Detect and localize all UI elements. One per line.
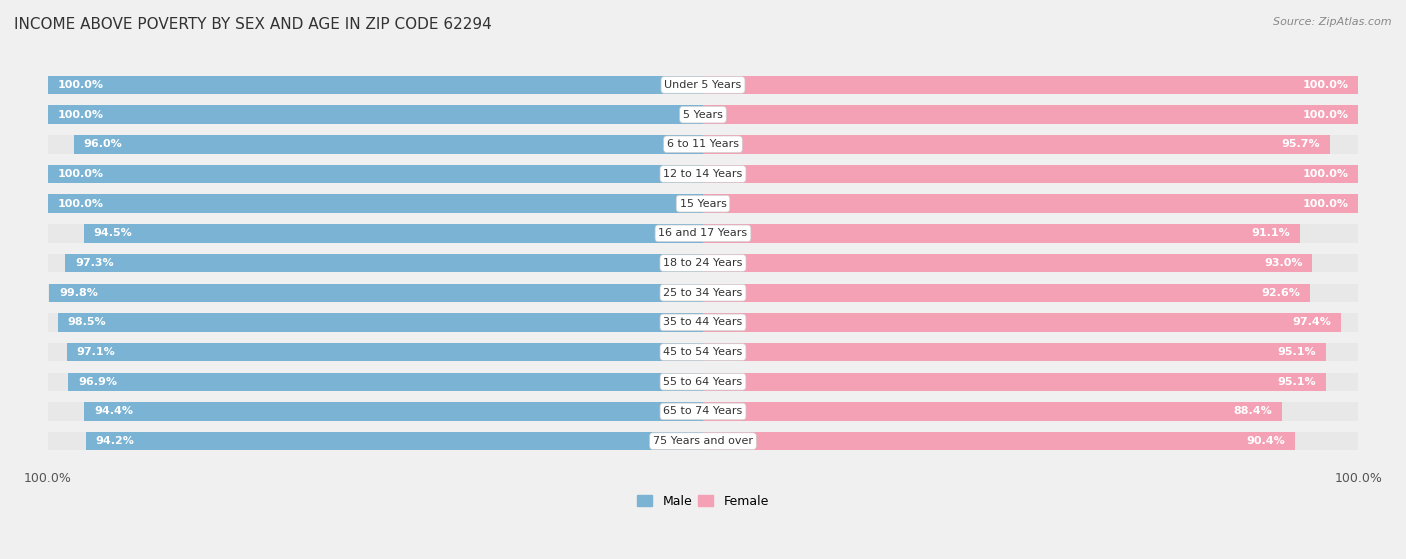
Bar (48, 402, 1358, 420)
Text: 92.6%: 92.6% (1261, 288, 1301, 298)
Bar (703, 432, 1295, 451)
Text: 97.3%: 97.3% (76, 258, 114, 268)
Text: 98.5%: 98.5% (67, 318, 105, 328)
Text: 6 to 11 Years: 6 to 11 Years (666, 139, 740, 149)
Bar (703, 402, 1282, 420)
Text: 100.0%: 100.0% (58, 198, 104, 209)
Text: 94.2%: 94.2% (96, 436, 135, 446)
Text: 100.0%: 100.0% (58, 110, 104, 120)
Text: 100.0%: 100.0% (1302, 110, 1348, 120)
Text: 90.4%: 90.4% (1247, 436, 1285, 446)
Text: 75 Years and over: 75 Years and over (652, 436, 754, 446)
Text: 5 Years: 5 Years (683, 110, 723, 120)
Text: INCOME ABOVE POVERTY BY SEX AND AGE IN ZIP CODE 62294: INCOME ABOVE POVERTY BY SEX AND AGE IN Z… (14, 17, 492, 32)
Bar (703, 343, 1326, 361)
Bar (66, 343, 703, 361)
Bar (48, 195, 703, 213)
Bar (66, 254, 703, 272)
Bar (84, 402, 703, 420)
Text: 96.0%: 96.0% (84, 139, 122, 149)
Bar (49, 283, 703, 302)
Bar (48, 283, 1358, 302)
Legend: Male, Female: Male, Female (633, 490, 773, 513)
Bar (48, 195, 1358, 213)
Text: 16 and 17 Years: 16 and 17 Years (658, 228, 748, 238)
Bar (48, 106, 1358, 124)
Bar (48, 432, 1358, 451)
Text: 97.4%: 97.4% (1292, 318, 1331, 328)
Text: 100.0%: 100.0% (1302, 169, 1348, 179)
Text: 100.0%: 100.0% (1302, 80, 1348, 90)
Bar (703, 165, 1358, 183)
Bar (58, 313, 703, 331)
Bar (703, 283, 1310, 302)
Bar (48, 165, 703, 183)
Bar (703, 313, 1341, 331)
Bar (48, 106, 703, 124)
Bar (48, 224, 1358, 243)
Text: 55 to 64 Years: 55 to 64 Years (664, 377, 742, 387)
Bar (48, 372, 1358, 391)
Bar (48, 76, 1358, 94)
Bar (84, 224, 703, 243)
Text: 96.9%: 96.9% (77, 377, 117, 387)
Bar (703, 195, 1358, 213)
Text: 65 to 74 Years: 65 to 74 Years (664, 406, 742, 416)
Text: 100.0%: 100.0% (58, 169, 104, 179)
Text: 94.5%: 94.5% (94, 228, 132, 238)
Text: 95.1%: 95.1% (1278, 347, 1316, 357)
Bar (703, 254, 1312, 272)
Text: Under 5 Years: Under 5 Years (665, 80, 741, 90)
Text: 99.8%: 99.8% (59, 288, 98, 298)
Text: 35 to 44 Years: 35 to 44 Years (664, 318, 742, 328)
Bar (48, 343, 1358, 361)
Text: 88.4%: 88.4% (1233, 406, 1272, 416)
Bar (703, 76, 1358, 94)
Bar (48, 135, 1358, 154)
Bar (703, 106, 1358, 124)
Bar (703, 224, 1301, 243)
Text: 93.0%: 93.0% (1264, 258, 1302, 268)
Text: 97.1%: 97.1% (76, 347, 115, 357)
Text: 25 to 34 Years: 25 to 34 Years (664, 288, 742, 298)
Text: 45 to 54 Years: 45 to 54 Years (664, 347, 742, 357)
Text: 95.1%: 95.1% (1278, 377, 1316, 387)
Bar (48, 313, 1358, 331)
Bar (703, 372, 1326, 391)
Text: 91.1%: 91.1% (1251, 228, 1291, 238)
Bar (703, 135, 1330, 154)
Bar (86, 432, 703, 451)
Bar (48, 76, 703, 94)
Bar (48, 254, 1358, 272)
Text: 95.7%: 95.7% (1282, 139, 1320, 149)
Text: 100.0%: 100.0% (58, 80, 104, 90)
Bar (75, 135, 703, 154)
Text: 100.0%: 100.0% (1302, 198, 1348, 209)
Text: 12 to 14 Years: 12 to 14 Years (664, 169, 742, 179)
Text: 18 to 24 Years: 18 to 24 Years (664, 258, 742, 268)
Text: 15 Years: 15 Years (679, 198, 727, 209)
Bar (67, 372, 703, 391)
Bar (48, 165, 1358, 183)
Text: Source: ZipAtlas.com: Source: ZipAtlas.com (1274, 17, 1392, 27)
Text: 94.4%: 94.4% (94, 406, 134, 416)
